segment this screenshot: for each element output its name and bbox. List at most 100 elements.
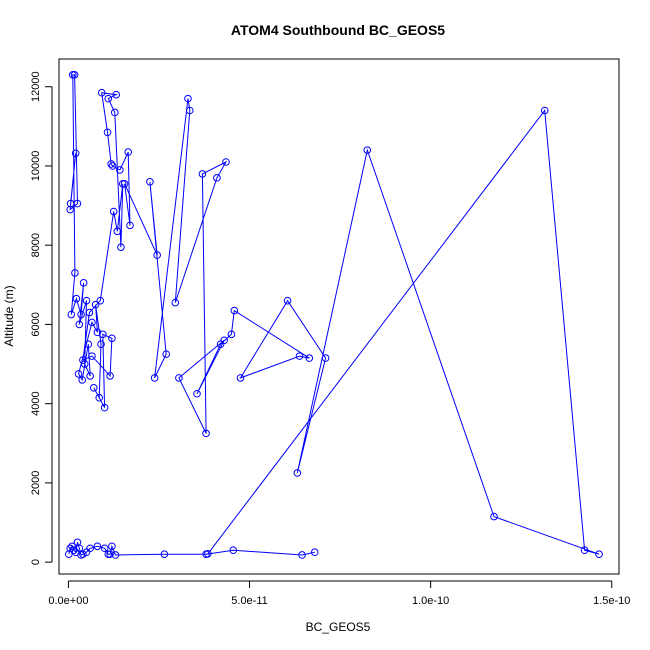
data-point xyxy=(78,376,86,384)
data-point xyxy=(146,178,154,186)
data-point xyxy=(68,71,77,79)
x-tick-label: 5.0e-11 xyxy=(231,595,268,607)
y-tick-label: 8000 xyxy=(30,233,42,257)
data-point xyxy=(79,550,87,558)
data-point xyxy=(202,429,210,438)
y-tick-label: 10000 xyxy=(30,151,42,182)
data-point xyxy=(150,374,159,382)
data-point xyxy=(73,199,82,208)
data-point xyxy=(77,310,85,319)
data-point xyxy=(109,207,118,216)
data-point xyxy=(93,542,102,551)
data-point xyxy=(363,146,372,154)
y-axis-label: Altitude (m) xyxy=(2,285,16,346)
data-point xyxy=(310,548,319,557)
y-tick-label: 0 xyxy=(30,559,42,565)
data-point xyxy=(580,546,589,555)
data-point xyxy=(74,370,83,378)
data-point xyxy=(107,160,115,168)
data-point xyxy=(85,308,94,317)
data-point xyxy=(111,551,120,559)
y-tick-label: 6000 xyxy=(30,312,42,336)
data-point xyxy=(120,179,129,188)
y-axis: 0 2000 4000 6000 8000 10000 12000 xyxy=(30,71,53,565)
data-point xyxy=(89,384,98,392)
data-point xyxy=(75,320,84,329)
data-point xyxy=(103,128,112,137)
data-point xyxy=(216,340,225,349)
data-point xyxy=(213,174,221,182)
data-point xyxy=(97,88,106,97)
data-point xyxy=(110,108,119,117)
data-point xyxy=(230,306,239,315)
data-point xyxy=(227,330,236,339)
data-point xyxy=(71,149,80,158)
data-point xyxy=(124,148,132,156)
data-point xyxy=(67,310,76,319)
data-point xyxy=(66,205,75,214)
data-point xyxy=(88,352,96,360)
data-point xyxy=(305,354,314,362)
data-point xyxy=(298,551,306,559)
data-point xyxy=(72,294,81,303)
x-tick-label: 0.0e+00 xyxy=(48,595,88,607)
data-point xyxy=(108,542,116,551)
data-point xyxy=(153,251,161,259)
data-point xyxy=(198,170,207,178)
series-points xyxy=(64,71,603,559)
data-point xyxy=(106,372,114,380)
data-point xyxy=(96,296,105,305)
data-point xyxy=(184,94,192,103)
data-point xyxy=(175,374,183,382)
data-point xyxy=(113,227,122,236)
data-point xyxy=(193,389,201,398)
data-point xyxy=(104,94,113,103)
data-point xyxy=(84,340,93,349)
data-point xyxy=(79,279,88,287)
data-point xyxy=(229,546,238,555)
data-point xyxy=(108,162,117,170)
data-point xyxy=(66,544,75,553)
data-point xyxy=(99,330,107,339)
data-point xyxy=(112,90,121,99)
y-tick-label: 2000 xyxy=(30,471,42,495)
data-point xyxy=(202,550,210,558)
data-point xyxy=(80,360,89,368)
data-point xyxy=(93,328,102,337)
data-point xyxy=(100,544,109,553)
x-tick-label: 1.0e-10 xyxy=(412,595,449,607)
data-point xyxy=(293,469,302,477)
data-point xyxy=(88,318,96,327)
data-point xyxy=(79,356,87,364)
data-point xyxy=(160,550,169,558)
data-point xyxy=(540,106,549,115)
data-point xyxy=(95,393,104,402)
data-point xyxy=(185,106,194,115)
data-point xyxy=(490,512,498,521)
data-point xyxy=(82,296,91,305)
data-point xyxy=(321,354,330,362)
data-point xyxy=(295,352,304,360)
data-point xyxy=(68,542,76,551)
data-point xyxy=(116,166,124,174)
data-point xyxy=(171,298,180,307)
data-point xyxy=(91,300,100,309)
data-point xyxy=(75,544,84,553)
x-axis-label: BC_GEOS5 xyxy=(306,620,371,634)
plot-frame xyxy=(58,58,620,575)
chart-title: ATOM4 Southbound BC_GEOS5 xyxy=(231,22,445,38)
data-point xyxy=(106,550,114,558)
data-point xyxy=(70,546,78,555)
data-point xyxy=(126,221,134,230)
data-point xyxy=(283,296,292,305)
data-point xyxy=(86,372,94,380)
data-point xyxy=(86,544,94,553)
x-axis: 0.0e+00 5.0e-11 1.0e-10 1.5e-10 xyxy=(48,580,630,607)
series-line-1 xyxy=(69,74,600,555)
data-point xyxy=(595,550,603,558)
data-point xyxy=(97,340,105,349)
data-point xyxy=(222,158,230,166)
y-tick-label: 4000 xyxy=(30,391,42,415)
